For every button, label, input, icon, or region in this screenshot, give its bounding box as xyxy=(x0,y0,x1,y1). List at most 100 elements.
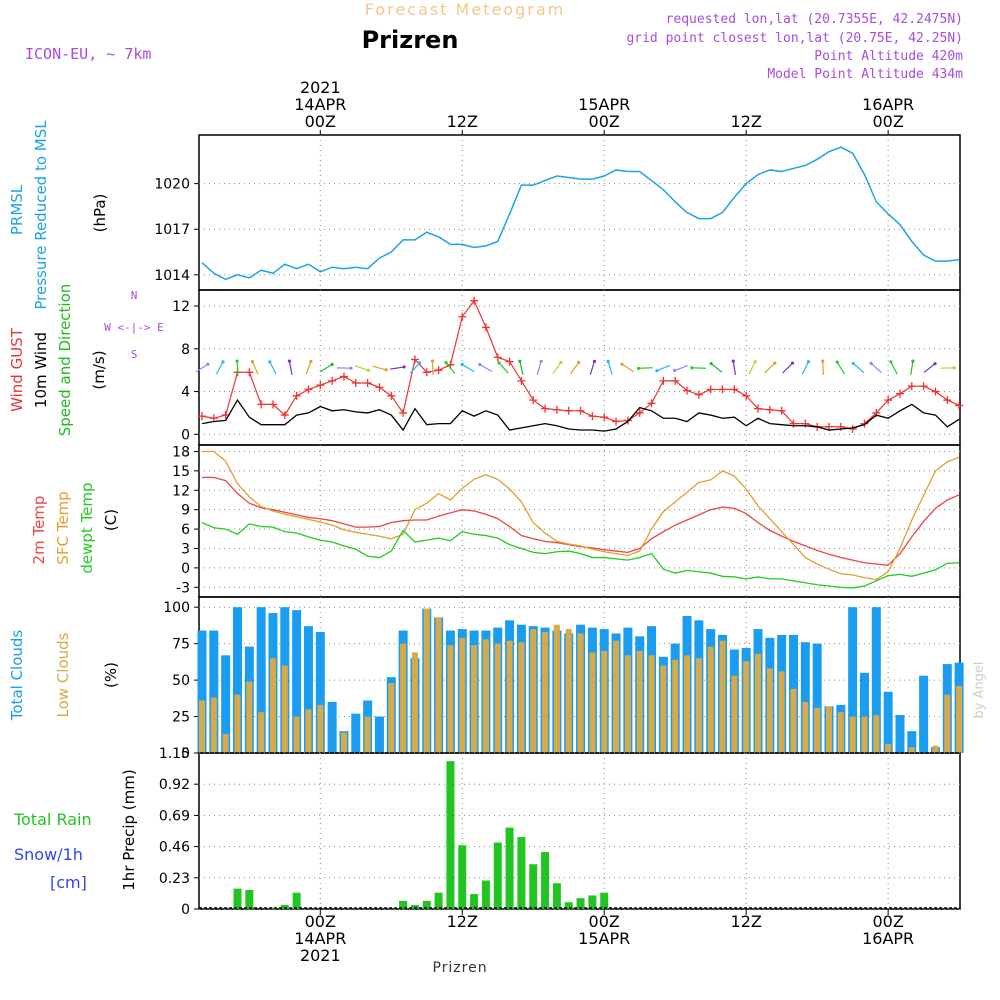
wind-direction-arrowhead xyxy=(773,361,777,365)
gust-marker xyxy=(328,376,337,385)
wind-direction-arrowhead xyxy=(518,359,522,363)
temp-tick-label: 3 xyxy=(181,541,190,557)
gust-marker xyxy=(399,408,408,417)
low-cloud-bar xyxy=(400,643,407,753)
bottom-axis-label: 12Z xyxy=(731,912,762,931)
top-axis-label: 00Z xyxy=(589,112,620,131)
gust-marker xyxy=(458,312,467,321)
gust-marker xyxy=(754,404,763,413)
wind-direction-arrowhead xyxy=(384,368,388,372)
wind-direction-arrow xyxy=(431,361,434,376)
dewpt-label: dewpt Temp xyxy=(78,482,96,573)
snow-unit-label: [cm] xyxy=(50,873,87,892)
low-cloud-bar xyxy=(435,617,442,753)
model-label: ICON-EU, ~ 7km xyxy=(25,45,151,63)
compass-south: S xyxy=(131,348,138,361)
gust-marker xyxy=(848,424,857,433)
wind-tick-label: 12 xyxy=(172,299,190,315)
low-cloud-bar xyxy=(695,658,702,753)
wind-tick-label: 4 xyxy=(181,385,190,401)
wind-direction-arrow xyxy=(372,365,387,371)
rain-bar xyxy=(292,892,301,909)
gust-marker xyxy=(505,357,514,366)
clouds-panel: 0 25 50 75 100 xyxy=(163,596,964,762)
low-cloud-bar xyxy=(719,640,726,753)
low-cloud-bar xyxy=(305,709,312,753)
wind-direction-arrowhead xyxy=(889,360,893,364)
bottom-axis-label: 00Z xyxy=(589,912,620,931)
low-cloud-bar xyxy=(411,652,418,753)
top-axis-label: 12Z xyxy=(731,112,762,131)
rain-bar xyxy=(552,883,561,909)
gust-marker xyxy=(257,400,266,409)
wind-direction-arrowhead xyxy=(592,359,597,363)
low-cloud-bar xyxy=(258,712,265,753)
wind-direction-arrow xyxy=(409,362,421,374)
rain-bar xyxy=(481,880,490,909)
total-cloud-bar xyxy=(292,610,302,753)
low-cloud-bar xyxy=(707,646,714,753)
rain-bar xyxy=(517,837,526,909)
gust-marker xyxy=(919,382,928,391)
rain-bar xyxy=(245,890,254,909)
rain-bar xyxy=(600,892,609,909)
rain-bar xyxy=(564,902,573,909)
gust-marker xyxy=(304,385,313,394)
total-cloud-bar xyxy=(812,643,822,753)
wind-direction-arrowhead xyxy=(806,360,811,364)
wind-direction-arrowhead xyxy=(250,360,255,364)
compass-north: N xyxy=(131,289,138,302)
wind-direction-arrow xyxy=(589,361,596,375)
wind-direction-arrow xyxy=(656,364,671,372)
wind-direction-arrowhead xyxy=(690,366,694,370)
gust-marker xyxy=(659,376,668,385)
pressure-tick-label: 1014 xyxy=(154,268,190,284)
wind-direction-arrowhead xyxy=(933,362,937,366)
top-axis-label: 14APR xyxy=(294,95,346,114)
wind-tick-label: 0 xyxy=(181,427,190,443)
bottom-axis-label: 12Z xyxy=(447,912,478,931)
gust-marker xyxy=(718,385,727,394)
temp-tick-label: 15 xyxy=(172,464,190,480)
bottom-axis-label: 16APR xyxy=(862,929,914,948)
wind-direction-arrowhead xyxy=(268,360,272,364)
total-cloud-bar xyxy=(209,630,219,753)
wind-direction-arrow xyxy=(195,363,209,373)
wind-direction-arrowhead xyxy=(577,360,581,364)
total-cloud-bar xyxy=(256,607,266,753)
wind-direction-arrow xyxy=(890,361,898,375)
total-cloud-bar xyxy=(895,715,905,753)
wind-direction-arrowhead xyxy=(821,359,825,363)
low-cloud-bar xyxy=(577,633,584,753)
gust-marker xyxy=(860,419,869,428)
low-cloud-bar xyxy=(648,655,655,753)
gust-marker xyxy=(387,391,396,400)
gust-marker xyxy=(351,379,360,387)
wind-direction-arrowhead xyxy=(349,366,353,370)
gust-marker xyxy=(694,390,703,399)
low-cloud-bar xyxy=(210,697,217,753)
wind-direction-arrowhead xyxy=(835,360,839,364)
temp2m-label: 2m Temp xyxy=(30,496,48,565)
gust-marker xyxy=(198,412,206,421)
wind-direction-arrowhead xyxy=(287,359,292,363)
wind-frame xyxy=(198,289,961,446)
gust-marker xyxy=(884,396,893,405)
low-cloud-bar xyxy=(636,650,643,753)
wind-direction-arrow xyxy=(732,361,737,376)
footer-location: Prizren xyxy=(432,960,487,976)
low-clouds-label: Low Clouds xyxy=(54,632,72,717)
low-cloud-bar xyxy=(861,716,868,753)
low-cloud-bar xyxy=(908,747,915,753)
bottom-axis-label: 00Z xyxy=(872,912,903,931)
wind-direction-arrow xyxy=(710,363,723,373)
wind-direction-arrowhead xyxy=(478,362,482,367)
wind-direction-arrow xyxy=(923,363,936,373)
low-cloud-bar xyxy=(518,642,525,753)
low-cloud-bar xyxy=(814,707,821,753)
direction-label: Speed and Direction xyxy=(56,284,74,437)
total-cloud-bar xyxy=(800,642,810,753)
wind-direction-arrow xyxy=(236,361,239,376)
gust-marker xyxy=(363,379,372,387)
